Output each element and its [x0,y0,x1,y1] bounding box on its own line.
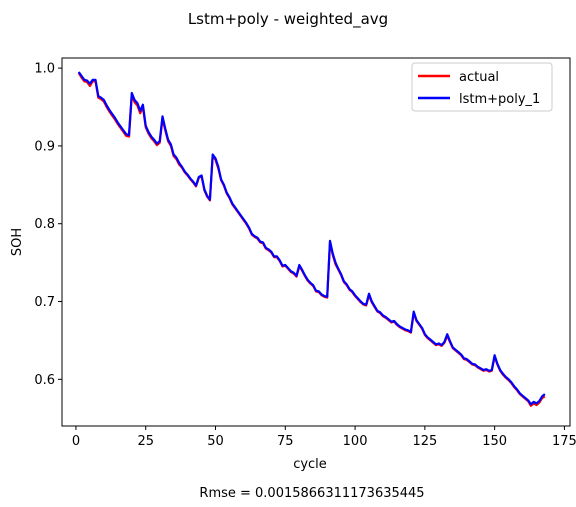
y-tick-label: 1.0 [34,62,55,77]
x-tick-label: 50 [207,434,224,449]
y-tick-label: 0.7 [34,295,55,310]
series-line-lstm-poly-1 [77,71,546,406]
chart-title: Lstm+poly - weighted_avg [188,10,388,29]
x-tick-label: 25 [137,434,154,449]
x-tick-label: 0 [72,434,80,449]
x-tick-label: 75 [277,434,294,449]
legend: actual lstm+poly_1 [411,62,553,112]
plot-lines [77,71,546,407]
x-tick-label: 150 [482,434,507,449]
y-ticks: 0.6 0.7 0.8 0.9 1.0 [34,62,62,388]
x-axis-label: cycle [293,457,327,472]
y-tick-label: 0.9 [34,139,55,154]
rmse-footer: Rmse = 0.0015866311173635445 [199,486,424,501]
x-tick-label: 125 [412,434,437,449]
y-axis-label: SOH [10,228,25,256]
y-tick-label: 0.6 [34,373,55,388]
legend-label-lstm-poly: lstm+poly_1 [459,92,540,107]
x-tick-label: 100 [343,434,368,449]
x-tick-label: 175 [552,434,576,449]
y-tick-label: 0.8 [34,217,55,232]
x-ticks: 0 25 50 75 100 125 150 175 [72,426,576,449]
legend-label-actual: actual [459,70,499,85]
plot-frame [61,57,571,427]
